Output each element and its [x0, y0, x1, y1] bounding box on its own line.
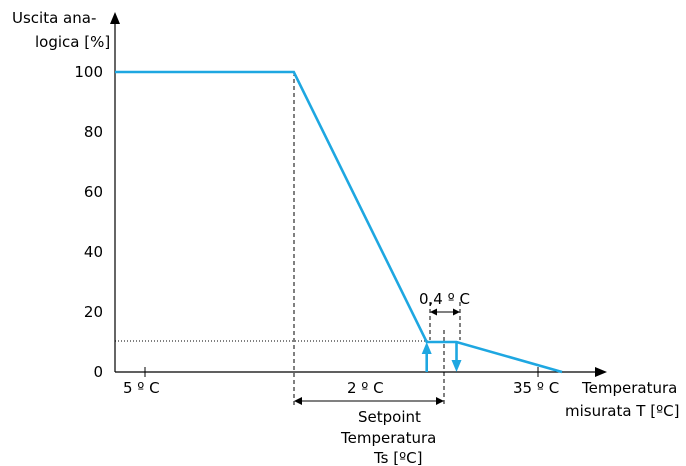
y-axis-label-line1: Uscita ana-: [12, 9, 96, 27]
y-ticks: 0 20 40 60 80 100: [74, 63, 103, 381]
band-label: 2 º C: [347, 379, 384, 397]
y-tick-label: 20: [84, 303, 103, 321]
setpoint-label-line3: Ts [ºC]: [373, 449, 423, 466]
setpoint-label-line1: Setpoint: [358, 408, 421, 426]
hyst-arrow-right-icon: [453, 308, 460, 316]
band-arrow-left-icon: [294, 397, 302, 405]
hyst-arrow-left-icon: [430, 308, 437, 316]
y-tick-label: 100: [74, 63, 103, 81]
y-tick-label: 80: [84, 123, 103, 141]
band-arrow-right-icon: [436, 397, 444, 405]
x-axis-label-line2: misurata T [ºC]: [565, 402, 679, 420]
y-axis-label-line2: logica [%]: [35, 33, 110, 51]
x-tick-label-high: 35 º C: [513, 379, 559, 397]
series-line: [115, 70, 563, 374]
setpoint-label-line2: Temperatura: [340, 429, 436, 447]
y-tick-label: 0: [93, 363, 103, 381]
x-tick-label-low: 5 º C: [123, 379, 160, 397]
y-axis-arrow-icon: [110, 12, 120, 24]
step-down-arrow-icon: [451, 360, 462, 372]
y-tick-label: 40: [84, 243, 103, 261]
x-axis-arrow-icon: [595, 367, 607, 377]
x-axis-label-line1: Temperatura: [581, 379, 677, 397]
y-tick-label: 60: [84, 183, 103, 201]
series-layer: [115, 70, 563, 374]
step-up-arrow-icon: [421, 342, 432, 354]
hysteresis-label: 0,4 º C: [419, 290, 470, 308]
